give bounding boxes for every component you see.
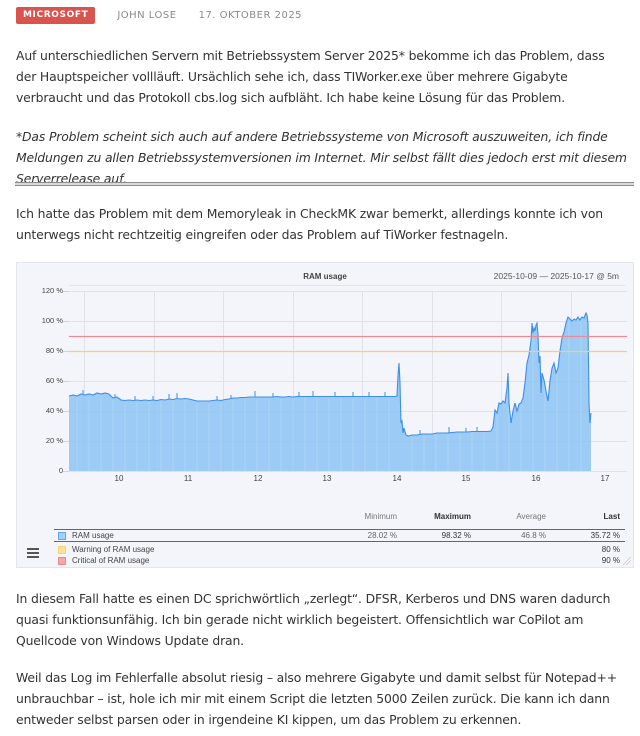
critical-swatch-icon (58, 556, 66, 565)
stats-header-average: Average (516, 512, 546, 521)
hamburger-menu-icon[interactable] (27, 548, 39, 558)
legend-top-rule (54, 529, 625, 530)
x-tick-15: 15 (461, 474, 471, 483)
horizontal-divider (15, 182, 634, 186)
y-tick-120: 120 % (41, 286, 63, 295)
chart-title-separator (69, 285, 625, 286)
paragraph-footnote: *Das Problem scheint sich auch auf ander… (16, 129, 627, 186)
category-badge[interactable]: Microsoft (16, 7, 96, 24)
ram-usage-swatch-icon (58, 531, 66, 540)
chart-title: RAM usage (303, 272, 347, 281)
legend-label: Critical of RAM usage (72, 556, 150, 565)
y-axis-ticks (63, 291, 69, 472)
stats-header-minimum: Minimum (364, 512, 397, 521)
x-tick-11: 11 (183, 474, 193, 483)
paragraph-dc-impact: In diesem Fall hatte es einen DC sprichw… (16, 591, 611, 648)
stat-ram-maximum: 98.32 % (441, 531, 471, 540)
legend-label: Warning of RAM usage (72, 545, 155, 554)
y-tick-0: 0 (58, 466, 63, 475)
spike-marks (82, 390, 478, 435)
legend-mid-rule (54, 541, 625, 542)
stat-ram-minimum: 28.02 % (367, 531, 397, 540)
ram-usage-area (69, 313, 591, 471)
chart-plot-area[interactable] (17, 263, 635, 569)
x-tick-16: 16 (531, 474, 541, 483)
stat-ram-average: 46.8 % (521, 531, 546, 540)
legend-row-warning[interactable]: Warning of RAM usage (54, 544, 625, 555)
author-link[interactable]: John Lose (117, 10, 177, 21)
legend-label: RAM usage (72, 531, 114, 540)
post-meta: Microsoft John Lose 17. Oktober 2025 (16, 7, 302, 24)
stat-critical-last: 90 % (601, 556, 620, 565)
y-tick-60: 60 % (45, 376, 63, 385)
area-streaks (76, 320, 582, 471)
post-date: 17. Oktober 2025 (198, 10, 303, 21)
paragraph-log-script: Weil das Log im Fehlerfalle absolut ries… (16, 670, 617, 727)
x-tick-14: 14 (392, 474, 402, 483)
stat-ram-last: 35.72 % (590, 531, 620, 540)
legend-row-ram-usage[interactable]: RAM usage (54, 530, 625, 541)
ram-usage-line (68, 311, 592, 437)
x-tick-10: 10 (114, 474, 124, 483)
chart-time-range[interactable]: 2025-10-09 — 2025-10-17 @ 5m (493, 271, 619, 281)
x-tick-12: 12 (253, 474, 263, 483)
ram-usage-chart: RAM usage 2025-10-09 — 2025-10-17 @ 5m (16, 262, 634, 568)
stat-warning-last: 80 % (601, 545, 620, 554)
legend-row-critical[interactable]: Critical of RAM usage (54, 555, 625, 566)
paragraph-intro: Auf unterschiedlichen Servern mit Betrie… (16, 48, 605, 105)
y-tick-20: 20 % (45, 436, 63, 445)
x-tick-17: 17 (600, 474, 610, 483)
stats-header-maximum: Maximum (434, 512, 471, 521)
paragraph-checkmk: Ich hatte das Problem mit dem Memoryleak… (16, 206, 603, 242)
stats-header-last: Last (603, 512, 620, 521)
warning-swatch-icon (58, 545, 66, 554)
y-tick-100: 100 % (41, 316, 63, 325)
y-tick-80: 80 % (45, 346, 63, 355)
resize-grip-icon[interactable] (623, 557, 631, 565)
y-tick-40: 40 % (45, 406, 63, 415)
x-tick-13: 13 (322, 474, 332, 483)
